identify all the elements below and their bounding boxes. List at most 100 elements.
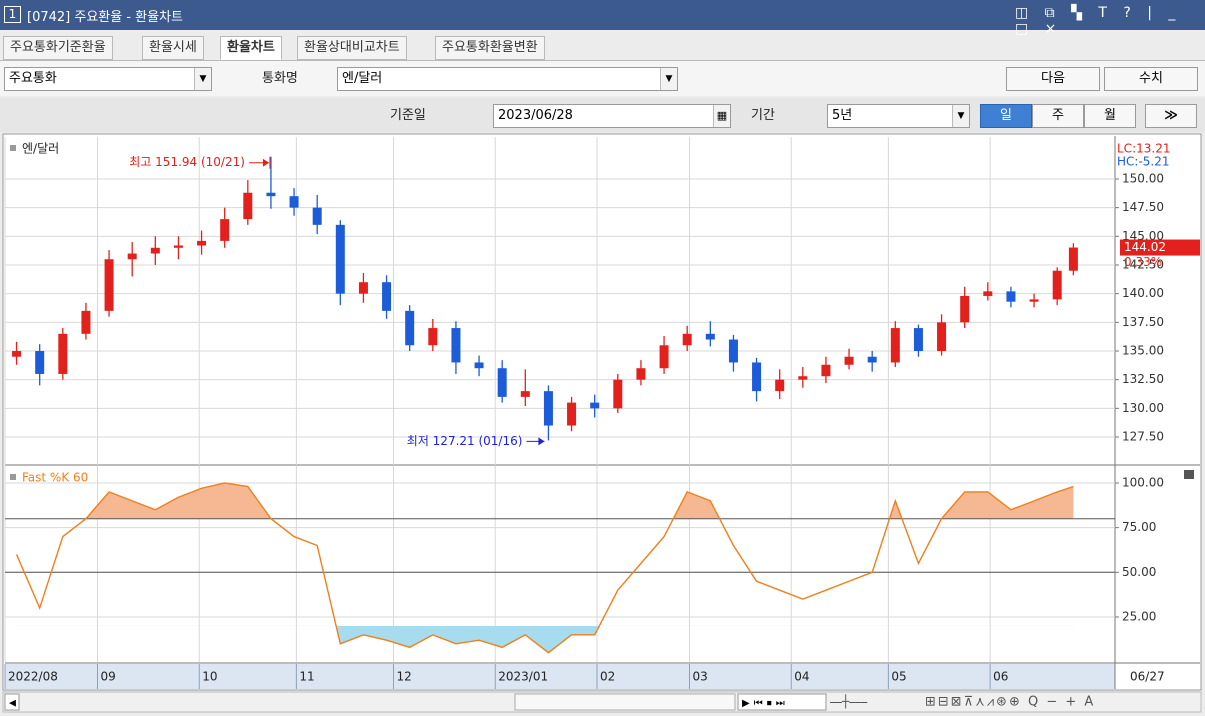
candle-body <box>844 356 854 365</box>
y-tick-label: 127.50 <box>1122 430 1164 444</box>
annotation-arrow <box>262 158 269 167</box>
y-tick-label: 147.50 <box>1122 200 1164 214</box>
y-tick-label: 25.00 <box>1122 609 1156 623</box>
annotation-arrow <box>538 437 545 446</box>
y-tick-label: 142.50 <box>1122 257 1164 271</box>
candle-body <box>358 282 368 294</box>
candle-body <box>1029 299 1039 302</box>
candle-body <box>913 328 923 352</box>
candle-body <box>382 282 392 311</box>
panel-title: Fast %K 60 <box>22 471 88 485</box>
candle-body <box>636 368 646 380</box>
candle-body <box>266 192 276 197</box>
window-controls[interactable]: ◫ ⧉ ▚ T ? | _ □ × <box>1015 5 1182 37</box>
candle-body <box>312 207 322 225</box>
tab[interactable]: 환율상대비교차트 <box>297 36 407 60</box>
legend-icon <box>10 145 16 151</box>
period-select[interactable]: 5년 ▼ <box>827 104 970 128</box>
candle-body <box>983 291 993 296</box>
candle-body <box>173 245 183 248</box>
candle-body <box>104 259 114 311</box>
last-date: 06/27 <box>1130 670 1165 684</box>
candle-body <box>543 391 553 426</box>
candle-body <box>613 379 623 409</box>
scrollbar[interactable]: ◀ ▶⏮⏹⏭ ⎯⎯┼⎯⎯⎯ ⊞⊟⊠⊼⋏⩘⊛⊕ Q − + A <box>2 691 1202 713</box>
y-tick-label: 137.50 <box>1122 315 1164 329</box>
next-button[interactable]: 다음 <box>1006 67 1100 91</box>
x-tick-label: 06 <box>993 670 1008 684</box>
x-tick-label: 09 <box>101 670 116 684</box>
candle-body <box>798 376 808 380</box>
candle-body <box>821 364 831 377</box>
candle-body <box>127 253 137 260</box>
candle-body <box>497 368 507 397</box>
candle-body <box>590 402 600 409</box>
y-tick-label: 130.00 <box>1122 401 1164 415</box>
value-button[interactable]: 수치 <box>1104 67 1198 91</box>
oversold-area <box>16 625 1074 653</box>
y-tick-label: 135.00 <box>1122 344 1164 358</box>
candle-body <box>1068 247 1078 271</box>
tab[interactable]: 주요통화환율변환 <box>435 36 545 60</box>
period-button[interactable]: 일 <box>980 104 1032 128</box>
y-tick-label: 145.00 <box>1122 229 1164 243</box>
x-tick-label: 02 <box>600 670 615 684</box>
market-select[interactable]: 주요통화 ▼ <box>4 67 212 91</box>
window-number: 1 <box>4 6 21 23</box>
candle-body <box>35 351 45 374</box>
panel-button[interactable] <box>1184 470 1194 479</box>
candle-body <box>12 351 22 357</box>
y-tick-label: 140.00 <box>1122 286 1164 300</box>
tab[interactable]: 환율시세 <box>142 36 204 60</box>
candle-body <box>474 362 484 369</box>
candle-body <box>775 379 785 392</box>
candle-body <box>428 328 438 346</box>
annotation: 최저 127.21 (01/16) <box>407 434 523 448</box>
window-title: [0742] 주요환율 - 환율차트 <box>27 10 183 25</box>
y-tick-label: 150.00 <box>1122 171 1164 185</box>
currency-select[interactable]: 엔/달러 ▼ <box>337 67 678 91</box>
x-tick-label: 03 <box>693 670 708 684</box>
panel-title: 엔/달러 <box>22 142 59 156</box>
candle-body <box>682 333 692 346</box>
legend-icon <box>10 474 16 480</box>
market-select-text: 주요통화 <box>9 71 57 86</box>
svg-text:⎯⎯┼⎯⎯⎯: ⎯⎯┼⎯⎯⎯ <box>830 694 867 709</box>
overbought-area <box>85 482 1074 519</box>
k-line <box>15 482 1074 654</box>
last-price-box <box>1120 239 1200 256</box>
x-tick-label: 05 <box>891 670 906 684</box>
change-label: 0.33% <box>1124 255 1162 269</box>
candle-body <box>451 328 461 363</box>
candle-body <box>752 362 762 392</box>
date-input[interactable]: 2023/06/28 ▦ <box>493 104 731 128</box>
candle-body <box>705 333 715 340</box>
period-button[interactable]: 월 <box>1084 104 1136 128</box>
y-tick-label: 75.00 <box>1122 520 1156 534</box>
period-button[interactable]: 주 <box>1032 104 1084 128</box>
candle-body <box>937 322 947 352</box>
svg-text:▶⏮⏹⏭: ▶⏮⏹⏭ <box>742 698 789 709</box>
date-label: 기준일 <box>390 108 426 123</box>
candle-body <box>220 219 230 241</box>
tab[interactable]: 환율차트 <box>220 36 282 60</box>
chart-frame <box>2 133 1202 691</box>
candle-body <box>289 196 299 208</box>
candle-body <box>659 345 669 369</box>
currency-select-text: 엔/달러 <box>342 71 383 86</box>
title-bar: 1 [0742] 주요환율 - 환율차트 ◫ ⧉ ▚ T ? | _ □ × <box>0 0 1205 37</box>
candle-body <box>335 224 345 294</box>
y-tick-label: 132.50 <box>1122 372 1164 386</box>
date-text: 2023/06/28 <box>498 108 573 123</box>
x-tick-label: 2023/01 <box>498 670 548 684</box>
tab[interactable]: 주요통화기준환율 <box>3 36 113 60</box>
x-axis-band <box>5 664 1115 689</box>
candle-body <box>58 333 68 374</box>
expand-button[interactable]: ≫ <box>1145 104 1197 128</box>
candle-body <box>960 295 970 323</box>
hc-label: HC:-5.21 <box>1117 155 1170 169</box>
x-tick-label: 11 <box>299 670 314 684</box>
candle-body <box>243 192 253 220</box>
period-label: 기간 <box>751 108 775 123</box>
